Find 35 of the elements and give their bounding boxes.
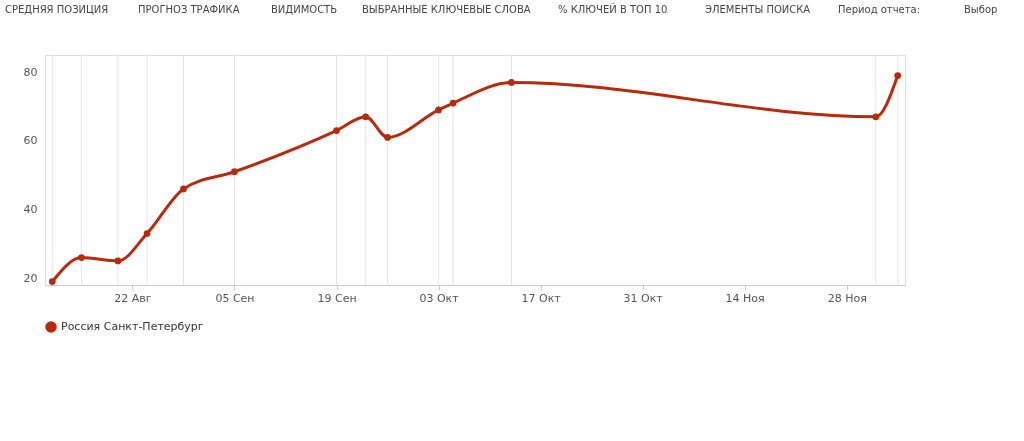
text: % КЛЮЧЕЙ В ТОП 10 — [558, 3, 668, 15]
point — [449, 99, 457, 107]
x-tick-label: 28 Ноя — [827, 291, 867, 305]
y-tick-label: 60 — [23, 134, 38, 148]
x-tick-label: 19 Сен — [317, 291, 357, 305]
x-tick-label: 14 Ноя — [725, 291, 765, 305]
text: ВЫБРАННЫЕ КЛЮЧЕВЫЕ СЛОВА — [362, 4, 531, 15]
y-tick-label: 80 — [23, 65, 38, 79]
point — [114, 257, 122, 265]
point — [231, 168, 238, 176]
point — [362, 113, 370, 121]
x-tick-label: 03 Окт — [419, 291, 460, 305]
point — [872, 113, 880, 121]
text: ЭЛЕМЕНТЫ ПОИСКА — [705, 4, 811, 15]
point — [894, 72, 902, 79]
y-tick-label: 20 — [23, 271, 38, 285]
point — [143, 230, 151, 237]
point — [48, 278, 56, 285]
text: СРЕДНЯЯ ПОЗИЦИЯ — [5, 4, 109, 15]
point — [508, 79, 515, 86]
point — [180, 185, 187, 193]
y-tick-label: 40 — [23, 202, 38, 216]
x-tick-label: 17 Окт — [521, 291, 562, 305]
point — [435, 106, 442, 114]
point — [384, 134, 391, 141]
point — [78, 254, 85, 261]
x-tick-label: 05 Сен — [215, 291, 255, 305]
x-tick-label: 22 Авг — [114, 291, 152, 305]
point — [333, 127, 340, 134]
text: Выбор — [964, 4, 998, 15]
text: ВИДИМОСТЬ — [271, 4, 338, 15]
legend-label: Россия Санкт-Петербург — [61, 320, 204, 333]
text: Период отчета: — [838, 4, 921, 15]
x-tick-label: 31 Окт — [623, 291, 664, 305]
text: ПРОГНОЗ ТРАФИКА — [138, 4, 240, 15]
